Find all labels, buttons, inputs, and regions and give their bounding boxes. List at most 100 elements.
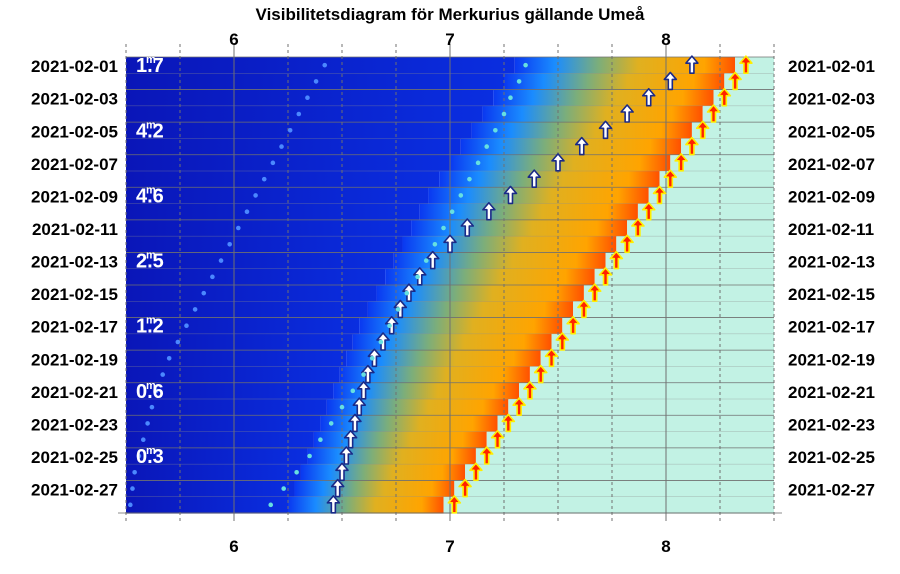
- daylight-band: [529, 366, 774, 384]
- series-0-arrow: [574, 136, 589, 156]
- twilight-band: [376, 285, 584, 302]
- series-3-point: [305, 95, 310, 101]
- series-2-point: [467, 176, 472, 182]
- daylight-band: [691, 122, 774, 140]
- chart-title: Visibilitetsdiagram för Merkurius gällan…: [256, 5, 645, 24]
- daylight-band: [681, 138, 774, 156]
- series-1-arrow: [717, 87, 732, 107]
- series-1-arrow: [652, 185, 667, 205]
- twilight-band: [393, 252, 606, 270]
- series-1-arrow: [523, 381, 537, 400]
- series-2-point: [449, 209, 455, 215]
- y-tick-label-left: 2021-02-11: [32, 220, 118, 239]
- night-band: [126, 171, 440, 188]
- series-2-point: [281, 486, 286, 491]
- x-tick-label-bottom: 6: [229, 537, 238, 556]
- daylight-band: [519, 382, 774, 400]
- series-3-point: [287, 127, 293, 133]
- series-1-arrow: [555, 332, 570, 351]
- series-0-arrow: [685, 55, 699, 74]
- x-tick-label-top: 6: [229, 30, 238, 49]
- twilight-band: [428, 187, 649, 205]
- y-tick-label-left: 2021-02-25: [31, 448, 118, 467]
- series-3-point: [313, 79, 319, 84]
- series-1-arrow: [685, 136, 699, 156]
- series-2-point: [328, 421, 334, 426]
- series-3-point: [261, 176, 267, 182]
- series-1-arrow: [739, 55, 753, 74]
- series-0-arrow: [330, 478, 345, 498]
- series-3-point: [166, 355, 172, 361]
- series-1-arrow: [566, 315, 580, 335]
- y-tick-label-right: 2021-02-25: [788, 448, 875, 467]
- night-band: [126, 464, 301, 482]
- y-tick-label-left: 2021-02-01: [31, 57, 118, 76]
- night-band: [126, 333, 353, 351]
- night-band: [126, 317, 360, 335]
- night-band: [126, 203, 420, 221]
- series-3-point: [218, 258, 224, 263]
- series-2-point: [501, 111, 507, 117]
- daylight-band: [605, 252, 774, 270]
- series-1-arrow: [533, 364, 548, 384]
- twilight-band: [313, 431, 487, 449]
- night-band: [126, 496, 288, 514]
- magnitude-superscript: m: [146, 380, 156, 392]
- magnitude-superscript: m: [146, 184, 156, 196]
- axis-labels: 2021-02-01 2021-02-01 2021-02-03 2021-02-03…: [31, 30, 875, 556]
- series-3-point: [236, 225, 241, 231]
- y-tick-label-left: 2021-02-09: [31, 187, 118, 206]
- magnitude-label: 4.2: [136, 120, 164, 142]
- y-tick-label-right: 2021-02-01: [788, 57, 875, 76]
- series-1-arrow: [501, 413, 516, 433]
- series-2-point: [516, 79, 522, 84]
- night-band: [126, 382, 334, 400]
- magnitude-superscript: m: [146, 315, 156, 327]
- y-tick-label-left: 2021-02-05: [31, 122, 118, 141]
- x-tick-label-top: 8: [661, 30, 670, 49]
- y-tick-label-right: 2021-02-19: [788, 350, 875, 369]
- daylight-band: [648, 187, 774, 205]
- series-2-point: [508, 95, 513, 101]
- series-3-point: [132, 469, 137, 475]
- twilight-band: [504, 73, 725, 91]
- series-2-point: [493, 127, 498, 133]
- twilight-band: [352, 333, 552, 351]
- series-3-point: [136, 453, 142, 459]
- series-3-point: [201, 290, 207, 296]
- series-3-point: [244, 209, 250, 215]
- series-2-point: [387, 323, 392, 329]
- daylight-band: [475, 447, 774, 465]
- y-tick-label-left: 2021-02-07: [31, 155, 118, 174]
- data-marks: [128, 55, 753, 514]
- series-0-arrow: [356, 381, 371, 400]
- daylight-band: [735, 57, 774, 74]
- y-tick-label-left: 2021-02-15: [31, 285, 118, 304]
- series-3-point: [130, 486, 135, 491]
- y-tick-label-right: 2021-02-11: [788, 220, 874, 239]
- series-2-point: [475, 160, 481, 166]
- series-1-arrow: [663, 169, 678, 188]
- series-3-point: [253, 193, 258, 198]
- series-0-arrow: [663, 71, 678, 91]
- series-1-arrow: [609, 250, 624, 270]
- y-tick-label-right: 2021-02-09: [788, 187, 875, 206]
- night-band: [126, 366, 340, 384]
- night-band: [126, 138, 461, 156]
- series-3-point: [128, 502, 133, 508]
- series-0-arrow: [598, 120, 613, 140]
- twilight-band: [326, 399, 509, 416]
- magnitude-label: 2.5: [136, 251, 164, 273]
- magnitude-label: 1.2: [136, 316, 164, 338]
- daylight-band: [486, 431, 774, 449]
- daylight-band: [670, 154, 774, 172]
- series-3-point: [227, 241, 232, 247]
- twilight-band: [320, 415, 498, 433]
- series-2-point: [378, 339, 384, 345]
- y-tick-label-left: 2021-02-23: [31, 415, 118, 434]
- series-0-arrow: [352, 397, 367, 416]
- series-3-point: [296, 111, 302, 117]
- magnitude-superscript: m: [146, 445, 156, 457]
- daylight-band: [465, 464, 774, 482]
